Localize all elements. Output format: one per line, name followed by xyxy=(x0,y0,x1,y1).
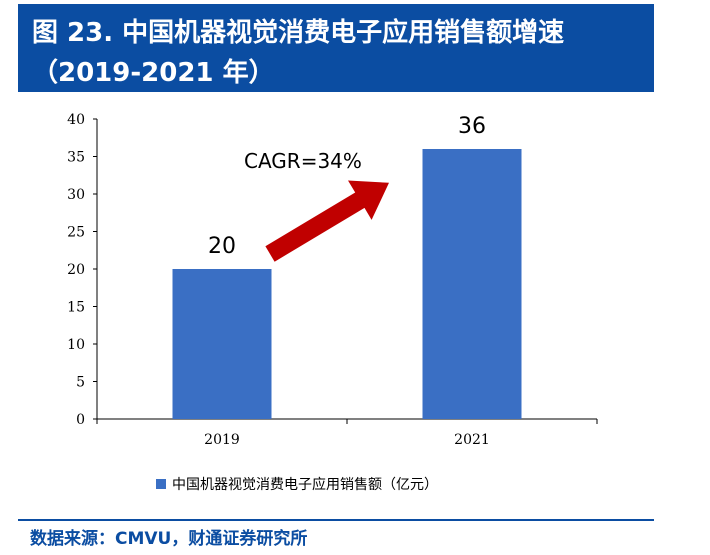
y-tick-label: 35 xyxy=(67,150,85,166)
cagr-annotation: CAGR=34% xyxy=(244,149,362,173)
chart-title: 图 23. 中国机器视觉消费电子应用销售额增速 xyxy=(32,18,565,48)
source-note: 数据来源：CMVU，财通证券研究所 xyxy=(30,529,308,549)
data-label: 20 xyxy=(208,234,236,259)
legend-label: 中国机器视觉消费电子应用销售额（亿元） xyxy=(172,476,438,493)
y-tick-label: 20 xyxy=(67,262,85,278)
y-tick-label: 25 xyxy=(67,225,85,241)
x-tick-label: 2019 xyxy=(204,432,240,448)
bar-2021 xyxy=(422,149,522,419)
y-tick-label: 15 xyxy=(67,300,85,316)
chart-subtitle: （2019-2021 年） xyxy=(32,58,275,88)
bar-2019 xyxy=(172,269,272,419)
y-tick-label: 40 xyxy=(67,112,85,128)
cagr-arrow xyxy=(265,180,389,262)
y-tick-label: 5 xyxy=(76,375,85,391)
title-bar: 图 23. 中国机器视觉消费电子应用销售额增速 （2019-2021 年） xyxy=(18,4,654,92)
source-divider xyxy=(18,519,654,521)
y-tick-label: 0 xyxy=(76,412,85,428)
legend-swatch xyxy=(156,479,166,489)
y-tick-label: 30 xyxy=(67,187,85,203)
x-tick-label: 2021 xyxy=(454,432,490,448)
data-label: 36 xyxy=(458,114,486,139)
y-tick-label: 10 xyxy=(67,337,85,353)
